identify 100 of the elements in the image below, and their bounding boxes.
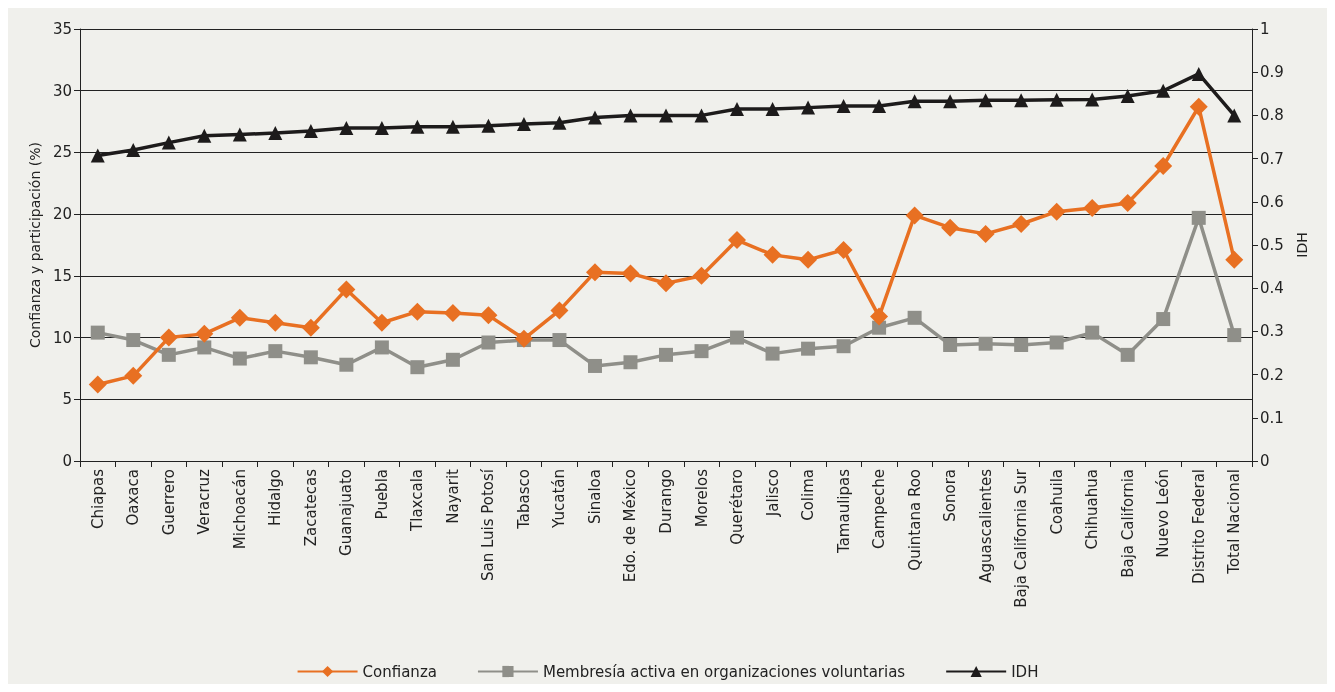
point	[694, 344, 709, 359]
point	[339, 357, 354, 372]
point	[623, 355, 638, 370]
x-tick-label: Sinaloa	[585, 469, 604, 524]
point	[1012, 215, 1031, 234]
y2-tick-label: 0.9	[1260, 63, 1284, 82]
y2-tick-label: 0.4	[1260, 279, 1284, 298]
point	[410, 119, 425, 134]
point	[870, 307, 889, 326]
point	[301, 318, 320, 337]
point	[801, 341, 816, 356]
x-tick-label: Distrito Federal	[1189, 469, 1208, 584]
point	[516, 117, 531, 132]
point	[514, 329, 533, 348]
y2-tick-label: 0.8	[1260, 106, 1284, 125]
x-tick-label: Yucatán	[550, 469, 569, 529]
point	[303, 123, 318, 138]
point	[372, 313, 391, 332]
point	[1085, 325, 1100, 340]
x-tick-label: Nayarit	[443, 468, 462, 524]
point	[410, 360, 425, 375]
y-tick-label: 0	[62, 452, 72, 470]
point	[1118, 194, 1137, 213]
x-tick-label: Sonora	[941, 469, 960, 522]
y2-tick-label: 0.2	[1260, 365, 1284, 384]
point	[1189, 97, 1208, 116]
point	[1191, 210, 1206, 225]
point	[445, 352, 460, 367]
y-tick-label: 25	[52, 143, 72, 162]
point	[978, 93, 993, 108]
point	[479, 306, 498, 325]
point	[195, 324, 214, 343]
point	[232, 127, 247, 142]
point	[694, 108, 709, 123]
point	[1085, 92, 1100, 107]
point	[728, 231, 747, 250]
y2-tick-label: 0	[1260, 452, 1270, 470]
point	[161, 135, 176, 150]
point	[552, 333, 567, 348]
point	[1156, 312, 1171, 327]
point	[836, 339, 851, 354]
x-tick-label: Quintana Roo	[905, 469, 924, 571]
y2-tick-label: 1	[1260, 20, 1270, 38]
x-tick-label: Guerrero	[159, 469, 178, 536]
y-tick-label: 35	[52, 20, 72, 38]
x-tick-label: Hidalgo	[266, 469, 285, 527]
point	[943, 94, 958, 109]
point	[763, 245, 782, 264]
point	[124, 366, 143, 385]
point	[1049, 335, 1064, 350]
point	[90, 148, 105, 163]
point	[941, 218, 960, 237]
point	[88, 375, 107, 394]
point	[1156, 83, 1171, 98]
y2-axis-title: IDH	[1293, 232, 1310, 258]
x-tick-label: Puebla	[372, 469, 391, 520]
x-tick-label: Veracruz	[195, 468, 214, 535]
point	[836, 98, 851, 113]
point	[443, 303, 462, 322]
y2-tick-label: 0.5	[1260, 236, 1284, 254]
x-tick-label: Coahuila	[1047, 469, 1066, 535]
y-tick-label: 10	[52, 328, 72, 347]
point	[1227, 328, 1242, 343]
x-tick-label: Total Nacional	[1225, 469, 1244, 575]
point	[90, 325, 105, 340]
x-tick-label: Morelos	[692, 468, 711, 528]
point	[657, 274, 675, 293]
point	[730, 330, 745, 345]
point	[1154, 157, 1173, 176]
point	[408, 302, 427, 321]
y-tick-label: 15	[52, 266, 72, 285]
legend-label: IDH	[1011, 662, 1039, 681]
point	[230, 308, 249, 327]
point	[623, 108, 638, 123]
point	[268, 126, 283, 141]
y2-tick-label: 0.6	[1260, 192, 1284, 211]
y2-tick-label: 0.1	[1260, 408, 1284, 427]
y-tick-label: 5	[62, 390, 72, 409]
point	[907, 310, 922, 325]
point	[481, 335, 496, 350]
x-tick-label: Jalisco	[763, 469, 782, 518]
point	[801, 100, 816, 115]
x-tick-label: Baja California	[1118, 469, 1137, 578]
point	[303, 350, 318, 365]
point	[799, 250, 818, 269]
point	[445, 119, 460, 134]
point	[905, 206, 924, 225]
point	[374, 120, 389, 135]
y2-tick-label: 0.7	[1260, 149, 1284, 168]
point	[232, 351, 247, 366]
x-tick-label: Aguascalientes	[976, 468, 995, 583]
point	[268, 344, 283, 359]
x-tick-label: Guanajuato	[337, 469, 356, 556]
point	[1047, 202, 1066, 221]
point	[692, 266, 711, 285]
point	[1049, 92, 1064, 107]
y-tick-label: 30	[52, 81, 72, 100]
x-tick-label: Zacatecas	[301, 468, 320, 547]
x-tick-label: Colima	[799, 469, 818, 521]
x-tick-label: Chihuahua	[1083, 469, 1102, 550]
